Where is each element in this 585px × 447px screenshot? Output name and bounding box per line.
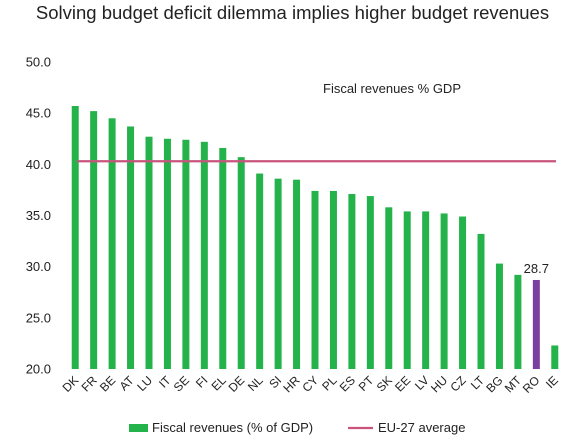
y-tick-label: 25.0 (26, 310, 51, 325)
y-axis-ticks: 20.0 25.0 30.0 35.0 40.0 45.0 50.0 (26, 55, 51, 377)
data-label-ro: 28.7 (524, 261, 549, 276)
bar-nl (256, 173, 264, 369)
category-label-lt: LT (468, 373, 488, 393)
legend-swatch-fiscal-revenues (129, 424, 148, 432)
bar-dk (71, 106, 79, 370)
chart-subtitle: Fiscal revenues % GDP (323, 81, 461, 96)
y-tick-label: 35.0 (26, 208, 51, 223)
legend: Fiscal revenues (% of GDP) EU-27 average (129, 420, 465, 435)
bar-ro (532, 279, 540, 369)
bar-at (127, 126, 135, 369)
y-tick-label: 20.0 (26, 362, 51, 377)
bar-be (108, 118, 116, 370)
category-label-nl: NL (245, 373, 266, 394)
category-label-lv: LV (412, 373, 432, 393)
bar-hr (293, 179, 301, 369)
category-label-be: BE (97, 373, 118, 394)
bar-ee (403, 211, 411, 369)
chart-title: Solving budget deficit dilemma implies h… (35, 2, 550, 23)
bar-el (219, 147, 227, 369)
bar-lv (422, 211, 430, 369)
bar-de (237, 157, 245, 369)
category-label-fi: FI (193, 373, 210, 390)
bars (71, 106, 559, 370)
category-label-ro: RO (520, 373, 543, 396)
bar-fi (200, 141, 208, 369)
category-label-lu: LU (134, 373, 155, 394)
bar-mt (514, 274, 522, 369)
y-tick-label: 45.0 (26, 106, 51, 121)
bar-sk (385, 207, 393, 369)
bar-bg (495, 263, 503, 369)
bar-fr (90, 111, 98, 370)
bar-es (348, 194, 356, 369)
bar-lu (145, 136, 153, 369)
bar-si (274, 178, 282, 369)
legend-label-fiscal-revenues: Fiscal revenues (% of GDP) (152, 420, 313, 435)
y-tick-label: 50.0 (26, 55, 51, 70)
bar-cy (311, 190, 319, 369)
bar-pt (366, 196, 374, 369)
category-label-cy: CY (299, 373, 321, 395)
bar-it (163, 138, 171, 369)
bar-se (182, 139, 190, 369)
bar-hu (440, 213, 448, 369)
category-label-cz: CZ (447, 373, 468, 394)
y-tick-label: 40.0 (26, 157, 51, 172)
category-label-si: SI (266, 373, 284, 391)
bar-cz (459, 216, 467, 369)
bar-lt (477, 233, 485, 369)
category-label-ee: EE (392, 373, 413, 394)
bar-pl (329, 190, 337, 369)
category-label-se: SE (171, 373, 192, 394)
legend-label-eu-average: EU-27 average (378, 420, 465, 435)
y-tick-label: 30.0 (26, 259, 51, 274)
category-label-ie: IE (543, 373, 561, 391)
bar-ie (551, 345, 559, 369)
category-label-it: IT (156, 373, 174, 391)
